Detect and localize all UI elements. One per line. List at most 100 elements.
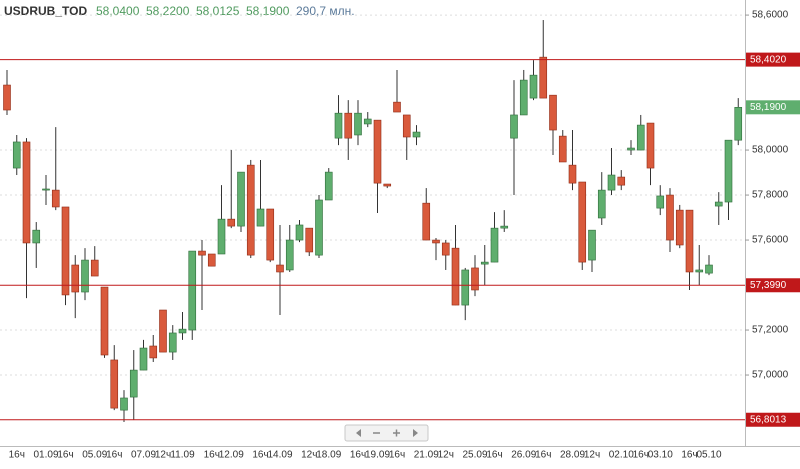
candle-body (22, 141, 31, 244)
x-tick-label: 16ч (389, 450, 405, 461)
candle-body (188, 250, 197, 331)
candle-body (256, 208, 265, 227)
candle-body (529, 74, 538, 99)
candle-body (588, 229, 596, 261)
level-label-box (746, 278, 800, 293)
x-tick-label: 16ч (486, 450, 502, 461)
candle-body (334, 112, 343, 139)
scroll-left[interactable] (356, 429, 361, 437)
x-tick-label: 26.09 (511, 450, 536, 461)
candle-body (61, 206, 70, 296)
candle-body (724, 139, 733, 203)
candle-body (120, 397, 128, 411)
high-value: 58,2200 (146, 4, 190, 18)
x-tick-label: 05.09 (82, 450, 107, 461)
candle-body (705, 264, 713, 274)
x-tick-label: 12.09 (219, 450, 244, 461)
candle-body (432, 239, 440, 244)
candle-body (110, 359, 119, 409)
candle-body (81, 259, 89, 293)
candle-body (373, 119, 382, 184)
candle-body (285, 239, 294, 271)
candle-body (480, 261, 489, 265)
candle-body (100, 286, 109, 356)
level-label-box (746, 52, 800, 67)
candle-body (695, 269, 704, 273)
candle-body (422, 202, 431, 241)
candle-body (451, 247, 460, 306)
candle-body (734, 107, 743, 141)
candle-body (568, 164, 577, 184)
y-tick-label: 57,8000 (752, 190, 789, 201)
x-tick-label: 25.09 (462, 450, 487, 461)
level-label: 57,3990 (750, 280, 787, 291)
level-label: 58,4020 (750, 54, 787, 65)
x-tick-label: 05.10 (696, 450, 721, 461)
candle-body (354, 112, 362, 136)
x-tick-label: 07.09 (131, 450, 156, 461)
x-tick-label: 12ч (301, 450, 317, 461)
nav-buttons (344, 424, 429, 442)
zoom-in[interactable] (393, 429, 400, 437)
candle-body (246, 164, 255, 256)
candle-body (636, 124, 645, 151)
candle-body (500, 225, 509, 229)
x-tick-label: 16ч (535, 450, 551, 461)
candle-body (363, 118, 372, 125)
candle-body (159, 309, 167, 353)
last-price-label: 58,1900 (750, 102, 787, 113)
candle-body (383, 183, 392, 187)
open-value: 58,0400 (96, 4, 140, 18)
x-tick-label: 12ч (584, 450, 600, 461)
candle-body (139, 347, 148, 371)
candle-body (227, 218, 236, 227)
candle-body (3, 84, 11, 111)
candle-body (393, 101, 401, 113)
y-tick-label: 57,2000 (752, 325, 789, 336)
candle-body (441, 242, 450, 256)
candle-body (71, 264, 80, 293)
candle-body (217, 218, 226, 255)
candle-body (490, 227, 499, 263)
level-label-box (746, 412, 800, 427)
y-tick-label: 57,0000 (752, 370, 789, 381)
ticker: USDRUB_TOD (4, 4, 87, 18)
x-tick-label: 12ч (155, 450, 171, 461)
x-tick-label: 16ч (633, 450, 649, 461)
candle-body (656, 195, 665, 209)
candle-body (607, 174, 616, 191)
volume: 290,7 млн. (296, 4, 355, 18)
x-tick-label: 21.09 (414, 450, 439, 461)
x-tick-label: 16ч (350, 450, 366, 461)
candle-body (519, 79, 528, 116)
candle-body (685, 209, 694, 273)
candle-body (168, 332, 177, 353)
x-tick-label: 16ч (681, 450, 697, 461)
x-tick-label: 01.09 (33, 450, 58, 461)
candle-body (178, 328, 187, 334)
candle-body (461, 269, 470, 306)
x-tick-label: 28.09 (560, 450, 585, 461)
candle-body (402, 114, 411, 138)
x-tick-label: 19.09 (365, 450, 390, 461)
candle-body (198, 250, 206, 256)
x-tick-label: 16ч (106, 450, 122, 461)
x-tick-label: 16ч (57, 450, 73, 461)
candle-body (471, 267, 479, 291)
candle-body (714, 201, 723, 207)
last-price-box (746, 100, 800, 115)
candle-body (675, 209, 684, 246)
x-tick-label: 02.10 (609, 450, 634, 461)
candle-body (412, 131, 421, 138)
candle-body (276, 264, 284, 273)
candle-body (12, 141, 21, 169)
candle-body (129, 369, 138, 398)
scroll-right[interactable] (413, 429, 418, 437)
nav-bar (344, 424, 429, 442)
x-tick-label: 14.09 (267, 450, 292, 461)
x-tick-label: 16ч (204, 450, 220, 461)
candle-body (51, 189, 60, 208)
candle-body (617, 176, 626, 186)
candle-body (237, 171, 245, 227)
